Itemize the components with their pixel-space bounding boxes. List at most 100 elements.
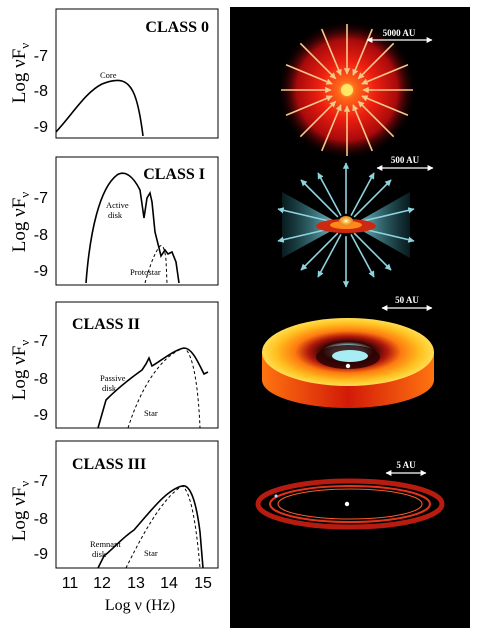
- sed-panel-class-ii: CLASS II Log νFν -7 -8 -9 Passive disk S…: [9, 301, 219, 429]
- annotation-disk: disk: [102, 383, 117, 393]
- scale-bar: 500 AU: [376, 155, 434, 171]
- annotation-disk: disk: [92, 549, 107, 559]
- scene-class-ii: 50 AU: [262, 295, 434, 408]
- x-axis-label: Log ν (Hz): [105, 597, 175, 614]
- scene-class-iii: 5 AU: [255, 460, 445, 530]
- inner-hole: [332, 350, 368, 362]
- scale-bar: 5 AU: [385, 460, 427, 476]
- infall-arrow: [352, 28, 373, 76]
- outflow-arrow: [350, 172, 375, 217]
- panel-frame: [55, 440, 219, 569]
- sed-curve-core: [55, 79, 144, 137]
- y-tick: -8: [34, 227, 48, 244]
- annotation-passive: Passive: [100, 373, 126, 383]
- infall-arrow: [285, 64, 333, 85]
- scale-label: 5 AU: [396, 460, 416, 470]
- class-label: CLASS I: [143, 166, 205, 183]
- central-star: [345, 363, 351, 369]
- sed-panel-class-i: CLASS I Log νFν -7 -8 -9 Active disk Pro…: [9, 156, 219, 286]
- outer-ring: [255, 478, 445, 530]
- infall-arrow: [352, 104, 373, 152]
- annotation-remnant: Remnant: [90, 539, 121, 549]
- y-axis-label: Log νFν: [9, 340, 32, 401]
- x-axis: 11 12 13 14 15 Log ν (Hz): [62, 575, 212, 614]
- y-axis-label: Log νFν: [9, 481, 32, 542]
- sed-curve-total: [97, 485, 204, 569]
- x-tick: 11: [62, 575, 79, 592]
- infall-arrow: [357, 42, 395, 80]
- class-label: CLASS 0: [145, 19, 209, 36]
- sed-curve-protostar: [144, 245, 168, 284]
- sed-curve-total: [85, 172, 180, 284]
- y-tick: -7: [34, 190, 48, 207]
- y-tick: -9: [34, 263, 48, 280]
- outflow-arrow: [353, 232, 392, 271]
- scene-class-i: 500 AU: [277, 155, 434, 288]
- y-axis-label: Log νFν: [9, 43, 32, 104]
- annotation-core: Core: [100, 70, 117, 80]
- annotation-protostar: Protostar: [130, 267, 161, 277]
- y-axis-label: Log νFν: [9, 192, 32, 253]
- class-label: CLASS III: [72, 456, 146, 473]
- sed-panel-class-iii: CLASS III Log νFν -7 -8 -9 Remnant disk …: [9, 440, 219, 569]
- infall-arrow: [357, 100, 395, 138]
- core: [341, 84, 353, 96]
- annotation-star: Star: [144, 408, 158, 418]
- x-tick: 15: [194, 575, 212, 592]
- sed-curve-star: [127, 347, 201, 429]
- outflow-arrow: [353, 179, 392, 218]
- x-tick: 12: [93, 575, 111, 592]
- sed-curve-star: [125, 485, 201, 569]
- y-tick: -8: [34, 83, 48, 100]
- planet-dot: [274, 494, 278, 498]
- panel-frame: [55, 8, 219, 139]
- infall-arrow: [361, 95, 409, 116]
- x-tick: 14: [160, 575, 178, 592]
- y-tick: -8: [34, 371, 48, 388]
- middle-ring: [269, 485, 431, 523]
- infall-arrow: [299, 100, 337, 138]
- class-label: CLASS II: [72, 316, 140, 333]
- infall-arrow: [299, 42, 337, 80]
- inner-ring: [277, 488, 423, 520]
- sed-curve-total: [97, 347, 209, 429]
- outflow-arrow: [317, 172, 342, 217]
- protostar: [339, 216, 353, 226]
- outflow-cone-left: [282, 192, 342, 258]
- y-tick: -9: [34, 546, 48, 563]
- outflow-arrow: [300, 179, 339, 218]
- infall-arrows: [281, 24, 413, 156]
- scale-bar: 50 AU: [381, 295, 433, 311]
- y-tick: -8: [34, 511, 48, 528]
- illustration-column: 5000 AU 500 AU 50 AU: [230, 7, 470, 628]
- infall-arrow: [361, 64, 409, 85]
- scene-class-0: 5000 AU: [277, 20, 433, 160]
- outflow-arrow: [300, 232, 339, 271]
- y-tick: -7: [34, 333, 48, 350]
- outflow-arrow: [277, 207, 334, 223]
- y-tick: -7: [34, 473, 48, 490]
- infall-arrow: [285, 95, 333, 116]
- y-tick: -9: [34, 407, 48, 424]
- outflow-arrow: [317, 233, 342, 278]
- annotation-active: Active: [106, 200, 129, 210]
- scale-label: 500 AU: [391, 155, 420, 165]
- sed-panel-class-0: CLASS 0 Log νFν -7 -8 -9 Core: [9, 8, 219, 139]
- sed-panels: CLASS 0 Log νFν -7 -8 -9 Core CLASS I Lo…: [9, 8, 219, 614]
- panel-frame: [55, 301, 219, 429]
- scale-bar: 5000 AU: [366, 28, 433, 43]
- central-star: [344, 501, 350, 507]
- scale-label: 50 AU: [395, 295, 419, 305]
- y-tick: -7: [34, 48, 48, 65]
- outflow-arrow: [358, 207, 415, 223]
- annotation-star: Star: [144, 548, 158, 558]
- panel-frame: [55, 156, 219, 286]
- annotation-disk: disk: [108, 210, 123, 220]
- outflow-cone-right: [352, 192, 410, 258]
- x-tick: 13: [127, 575, 145, 592]
- outflow-arrow: [350, 233, 375, 278]
- y-tick: -9: [34, 119, 48, 136]
- infall-arrow: [321, 28, 342, 76]
- scale-label: 5000 AU: [383, 28, 416, 38]
